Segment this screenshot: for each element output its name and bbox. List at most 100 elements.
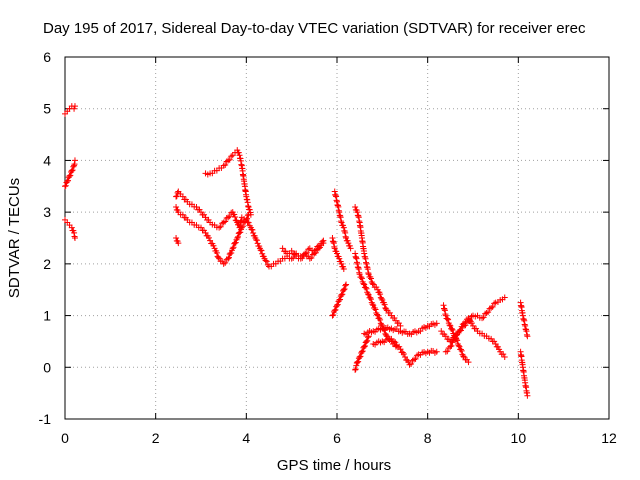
data-point-trace <box>62 182 69 189</box>
data-point-trace <box>357 353 364 360</box>
data-point <box>433 320 440 327</box>
data-point-trace <box>342 282 349 289</box>
data-point-trace <box>381 301 388 308</box>
data-point-trace <box>232 214 238 221</box>
y-axis-title: SDTVAR / TECUs <box>6 178 23 298</box>
data-point <box>501 294 508 301</box>
data-point-trace <box>308 254 315 261</box>
data-point <box>340 266 347 273</box>
data-point-trace <box>355 358 362 365</box>
data-point <box>71 105 78 112</box>
data-point-trace <box>299 255 306 262</box>
y-tick-label: 6 <box>43 49 51 65</box>
data-point-trace <box>372 306 379 313</box>
y-tick-label: 5 <box>43 101 51 117</box>
data-point <box>66 172 73 179</box>
data-point-trace <box>239 223 246 230</box>
data-point-trace <box>408 361 415 368</box>
x-tick-label: 2 <box>152 430 160 446</box>
data-point <box>64 178 71 185</box>
data-point-trace <box>378 295 385 302</box>
data-point <box>329 312 336 319</box>
data-point-trace <box>205 234 212 241</box>
data-point-trace <box>374 311 381 318</box>
data-point <box>402 353 408 360</box>
x-tick-label: 6 <box>333 430 341 446</box>
data-point-trace <box>377 291 384 298</box>
data-point <box>245 203 252 210</box>
data-point <box>354 359 361 366</box>
y-tick-label: 4 <box>43 152 51 168</box>
x-tick-label: 4 <box>242 430 250 446</box>
data-point-trace <box>226 156 233 163</box>
data-point-trace <box>444 348 451 355</box>
data-point-trace <box>337 296 344 303</box>
data-point-trace <box>228 249 235 256</box>
data-point <box>62 183 68 190</box>
data-point-trace <box>400 351 407 358</box>
data-point <box>524 392 531 399</box>
data-point-trace <box>358 275 365 282</box>
data-point <box>238 224 245 231</box>
data-point-trace <box>317 244 323 251</box>
data-point-trace <box>352 366 359 373</box>
data-point-trace <box>480 314 487 321</box>
x-axis-title: GPS time / hours <box>277 457 391 474</box>
data-point-trace <box>332 306 339 313</box>
data-point <box>234 235 241 241</box>
data-point <box>343 281 350 288</box>
data-point-trace <box>244 215 251 222</box>
data-point-trace <box>65 177 72 184</box>
y-tick-label: -1 <box>39 411 52 427</box>
data-point-trace <box>446 322 453 329</box>
data-point <box>175 240 182 247</box>
data-point <box>501 353 508 360</box>
data-point <box>361 343 368 350</box>
data-point-trace <box>319 238 326 245</box>
data-point-trace <box>263 258 270 265</box>
data-point-trace <box>462 319 469 326</box>
data-point-trace <box>235 149 242 156</box>
data-point <box>173 235 180 241</box>
data-markers <box>62 103 531 399</box>
data-point-trace <box>451 332 458 339</box>
data-point <box>68 167 75 174</box>
data-point <box>71 103 78 110</box>
data-point-trace <box>358 274 365 281</box>
data-point-trace <box>485 309 492 316</box>
data-point-trace <box>457 346 464 353</box>
data-point <box>338 291 345 298</box>
data-point-trace <box>377 316 384 323</box>
y-tick-label: 2 <box>43 256 51 272</box>
data-point <box>340 286 347 293</box>
data-point-trace <box>174 189 181 196</box>
data-point-trace <box>341 286 348 293</box>
data-point <box>456 328 463 335</box>
data-point-trace <box>235 233 242 240</box>
data-point-trace <box>353 362 360 369</box>
data-point-trace <box>237 229 244 236</box>
data-point-trace <box>225 254 232 261</box>
data-point-trace <box>457 327 464 334</box>
x-tick-label: 0 <box>61 430 69 446</box>
data-point <box>336 297 343 304</box>
data-point-trace <box>258 247 265 254</box>
data-point <box>397 322 404 329</box>
data-point-trace <box>412 355 419 362</box>
data-point-trace <box>213 249 220 256</box>
data-point-trace <box>222 259 229 266</box>
data-point-trace <box>458 347 465 354</box>
data-point-trace <box>257 247 264 254</box>
data-point <box>71 157 78 164</box>
data-point <box>356 353 363 360</box>
data-point-trace <box>444 315 451 322</box>
data-point-trace <box>339 291 346 298</box>
data-point-trace <box>390 338 397 345</box>
data-point-trace <box>359 348 366 355</box>
data-point <box>243 216 250 223</box>
data-point-trace <box>363 285 370 292</box>
data-point <box>207 237 214 244</box>
